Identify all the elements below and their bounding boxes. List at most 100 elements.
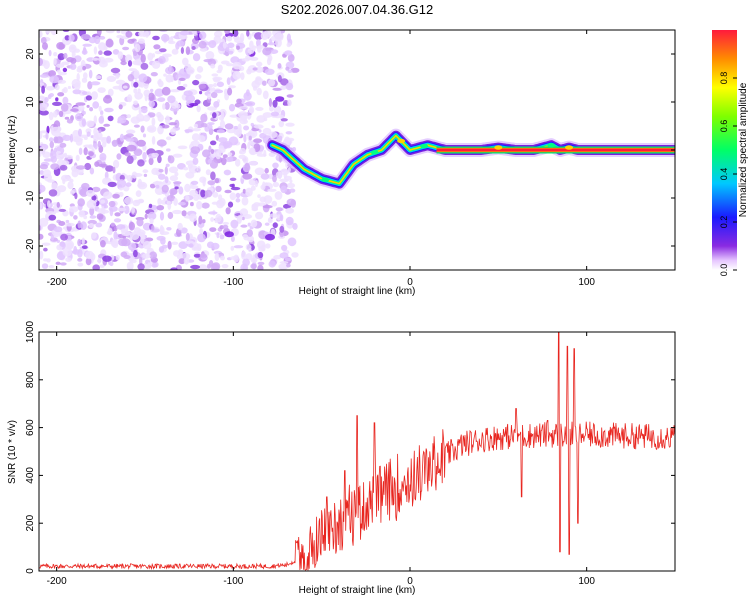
noise-blob (180, 227, 188, 234)
noise-blob (226, 77, 231, 85)
noise-blob (197, 166, 201, 173)
noise-blob (128, 68, 137, 72)
noise-blob (252, 67, 258, 71)
noise-blob (88, 69, 93, 79)
noise-blob (127, 242, 137, 251)
noise-blob (157, 97, 166, 102)
noise-blob (210, 91, 218, 99)
noise-blob (144, 30, 150, 38)
noise-blob (126, 261, 134, 270)
noise-blob (106, 135, 112, 144)
noise-blob (198, 40, 207, 49)
noise-blob (242, 188, 246, 194)
noise-blob (39, 57, 44, 67)
noise-blob (161, 86, 171, 96)
noise-blob (250, 122, 254, 127)
noise-blob (180, 47, 184, 54)
ridge-hotspot (420, 143, 429, 149)
noise-blob (243, 133, 247, 143)
noise-blob (208, 127, 214, 135)
noise-blob (131, 206, 136, 214)
noise-blob (250, 219, 258, 228)
noise-blob (100, 199, 106, 204)
noise-blob (185, 171, 195, 179)
noise-blob (169, 107, 180, 112)
noise-blob (247, 65, 257, 73)
noise-blob (85, 257, 92, 266)
noise-blob (229, 177, 237, 181)
noise-blob (272, 99, 278, 108)
noise-blob (224, 88, 228, 97)
noise-blob (159, 211, 165, 221)
noise-blob (80, 221, 87, 230)
noise-blob (126, 155, 134, 164)
figure-title: S202.2026.007.04.36.G12 (281, 2, 434, 17)
noise-blob (89, 215, 97, 219)
noise-blob (275, 171, 283, 179)
noise-blob (53, 110, 58, 118)
noise-blob (208, 211, 218, 215)
noise-blob (75, 113, 83, 122)
noise-blob (63, 87, 68, 94)
noise-blob (268, 131, 278, 139)
snr-line (39, 332, 675, 571)
noise-blob (103, 57, 114, 63)
noise-blob (39, 102, 48, 112)
noise-blob (69, 63, 77, 70)
noise-blob (115, 73, 120, 79)
noise-blob (216, 69, 222, 74)
noise-blob (89, 167, 95, 175)
noise-blob (151, 60, 161, 69)
snr-plot-area (39, 332, 675, 571)
noise-blob (170, 188, 178, 195)
noise-blob (92, 133, 99, 142)
noise-blob (53, 226, 63, 233)
noise-blob (41, 85, 45, 94)
noise-blob (230, 219, 239, 229)
noise-blob (220, 111, 225, 120)
noise-blob (84, 162, 92, 171)
noise-blob (103, 204, 109, 209)
noise-blob (126, 129, 136, 134)
noise-blob (222, 221, 230, 225)
ridge-hotspot (321, 177, 330, 182)
noise-blob (224, 231, 234, 238)
noise-blob (210, 148, 215, 154)
noise-blob (224, 123, 234, 130)
spectrogram-y-label: Frequency (Hz) (7, 116, 18, 185)
noise-blob (229, 183, 235, 188)
noise-blob (164, 166, 168, 175)
noise-blob (134, 199, 144, 204)
noise-blob (100, 110, 104, 116)
noise-blob (172, 153, 183, 158)
noise-blob (88, 36, 97, 44)
noise-blob (175, 42, 180, 50)
noise-blob (96, 213, 104, 220)
noise-blob (126, 114, 131, 119)
noise-blob (110, 222, 115, 227)
noise-blob (125, 138, 134, 142)
noise-blob (262, 112, 273, 118)
noise-blob (207, 106, 218, 111)
noise-blob (264, 68, 275, 76)
noise-blob (77, 238, 82, 247)
noise-blob (53, 52, 58, 57)
noise-blob (257, 251, 264, 259)
noise-blob (39, 217, 49, 227)
noise-blob (85, 250, 94, 260)
noise-blob (280, 185, 288, 194)
noise-blob (219, 234, 225, 240)
noise-blob (133, 81, 139, 88)
noise-blob (167, 211, 174, 220)
noise-blob (108, 200, 116, 208)
noise-blob (56, 239, 61, 243)
spectrogram-y-tick-label: -20 (25, 238, 36, 253)
noise-blob (130, 116, 141, 124)
noise-blob (235, 192, 241, 199)
noise-blob (47, 179, 55, 183)
noise-blob (156, 235, 166, 241)
ridge-strong-core (436, 148, 675, 152)
noise-blob (166, 194, 176, 202)
